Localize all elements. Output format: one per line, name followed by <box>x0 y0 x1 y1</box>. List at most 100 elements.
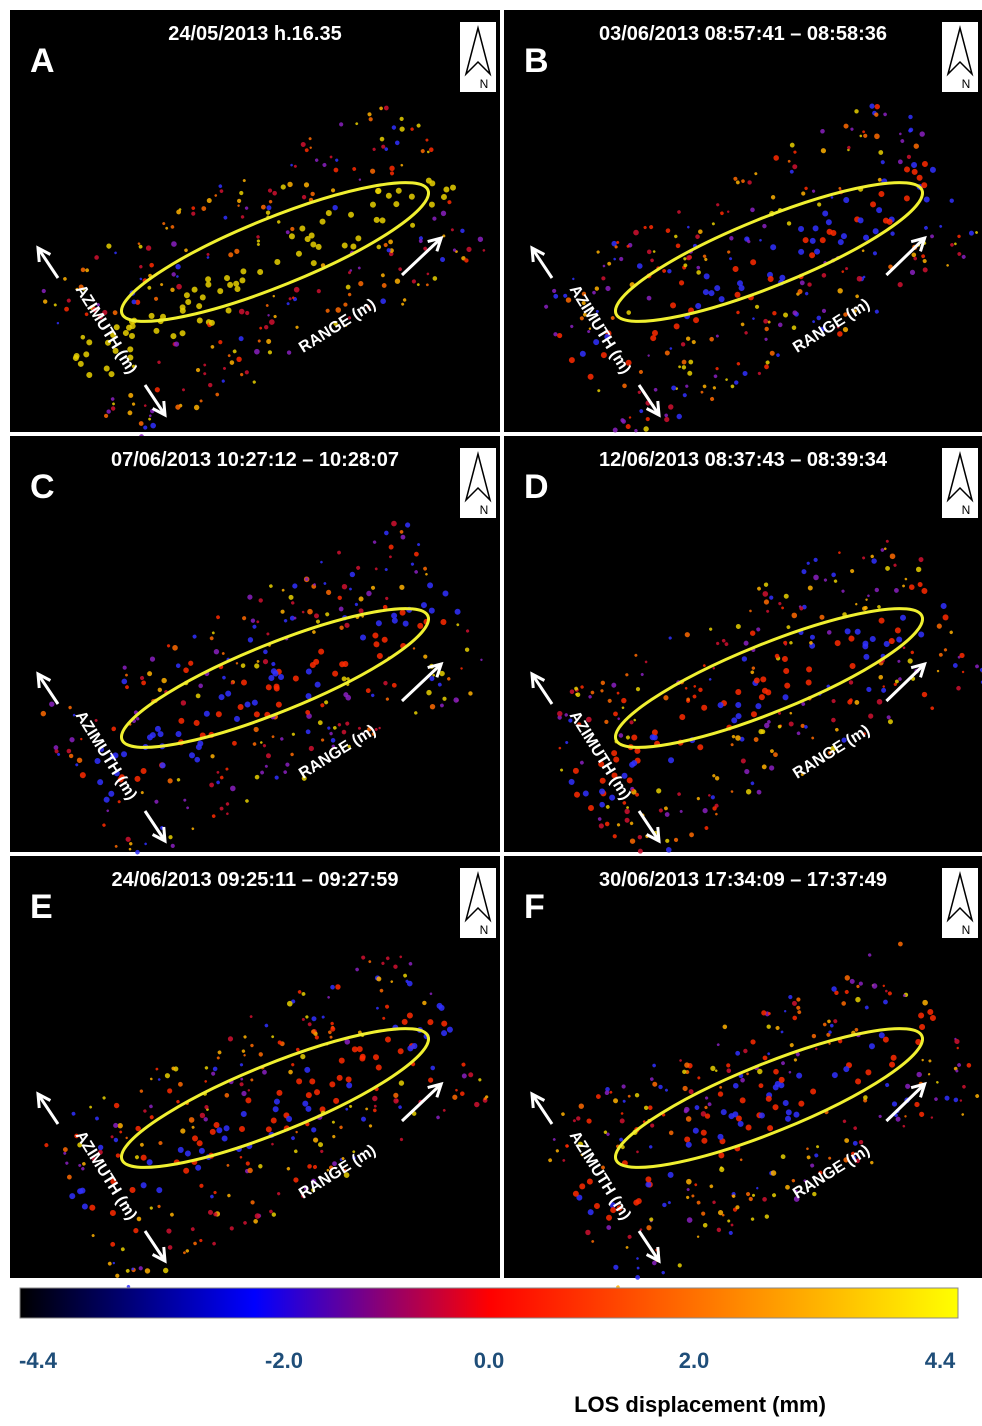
map-point <box>305 729 311 735</box>
map-point <box>553 332 558 337</box>
map-point <box>957 252 962 256</box>
map-point <box>379 988 384 993</box>
map-point <box>796 1005 801 1010</box>
map-point <box>399 1137 404 1142</box>
map-point <box>416 283 420 287</box>
map-point <box>845 267 849 271</box>
map-point <box>619 1118 625 1124</box>
map-point <box>747 180 752 185</box>
map-point <box>370 168 376 174</box>
map-point <box>788 994 793 1000</box>
map-point <box>757 586 761 591</box>
map-point <box>710 795 715 800</box>
map-point <box>184 248 188 253</box>
map-point <box>684 632 690 638</box>
map-point <box>600 352 607 359</box>
arrow-head <box>427 661 444 678</box>
map-point <box>697 1076 701 1080</box>
map-point <box>854 109 859 114</box>
map-point <box>302 1100 309 1107</box>
map-point <box>301 610 305 614</box>
map-point <box>331 744 335 748</box>
map-point <box>954 242 957 246</box>
map-point <box>975 231 978 234</box>
map-point <box>968 230 974 236</box>
map-point <box>312 630 316 634</box>
map-point <box>154 387 160 393</box>
map-point <box>756 627 761 632</box>
map-point <box>345 1076 352 1083</box>
map-point <box>110 1135 114 1139</box>
map-point <box>767 275 774 282</box>
map-point <box>888 638 895 645</box>
map-point <box>224 275 231 282</box>
map-point <box>394 140 400 146</box>
map-point <box>373 641 380 648</box>
map-point <box>625 359 632 366</box>
panel-timestamp: 24/05/2013 h.16.35 <box>168 23 341 45</box>
map-point <box>384 147 389 151</box>
map-point <box>697 744 704 751</box>
map-point <box>696 1200 701 1205</box>
map-point <box>889 1061 896 1068</box>
map-point <box>737 1120 744 1127</box>
direction-arrow <box>36 247 60 279</box>
map-point <box>711 222 715 226</box>
map-point <box>781 1061 785 1066</box>
arrow-head <box>151 1246 167 1264</box>
map-point <box>128 332 135 339</box>
map-point <box>652 1081 658 1087</box>
map-point <box>292 675 299 682</box>
map-point <box>206 198 212 204</box>
map-point <box>216 770 220 774</box>
map-point <box>949 630 953 635</box>
map-point <box>885 566 890 571</box>
map-point <box>914 1101 920 1108</box>
map-point <box>730 743 734 747</box>
map-point <box>80 334 86 340</box>
map-point <box>590 690 595 695</box>
map-point <box>917 582 923 588</box>
map-point <box>662 269 667 273</box>
map-point <box>899 132 902 136</box>
map-point <box>831 699 836 704</box>
map-point <box>702 1222 708 1228</box>
map-point <box>332 1161 337 1167</box>
map-point <box>929 166 936 173</box>
map-point <box>91 306 98 313</box>
map-point <box>305 1105 312 1112</box>
map-point <box>352 1150 356 1154</box>
map-point <box>405 522 411 528</box>
map-point <box>272 294 275 298</box>
map-point <box>735 1050 741 1056</box>
map-point <box>664 413 668 418</box>
map-point <box>882 984 886 988</box>
map-point <box>781 655 788 662</box>
map-point <box>883 640 890 647</box>
map-point <box>372 1054 379 1061</box>
map-point <box>109 1209 116 1216</box>
map-point <box>918 557 924 563</box>
map-point <box>710 397 715 402</box>
map-point <box>853 309 857 313</box>
map-point <box>834 990 839 996</box>
map-point <box>206 256 210 259</box>
panel-timestamp: 07/06/2013 10:27:12 – 10:28:07 <box>111 449 399 471</box>
map-point <box>762 1055 768 1061</box>
map-point <box>238 308 245 315</box>
panel-letter: D <box>524 468 549 506</box>
map-point <box>410 222 416 228</box>
map-point <box>729 257 733 261</box>
north-label: N <box>480 503 489 517</box>
map-point <box>157 1078 161 1081</box>
map-point <box>243 1054 246 1057</box>
map-point <box>922 999 928 1006</box>
map-point <box>393 201 400 208</box>
map-point <box>729 236 734 241</box>
map-point <box>957 1063 961 1067</box>
map-point <box>343 302 348 307</box>
map-point <box>665 228 671 233</box>
map-point <box>587 1209 594 1216</box>
map-point <box>453 697 459 703</box>
